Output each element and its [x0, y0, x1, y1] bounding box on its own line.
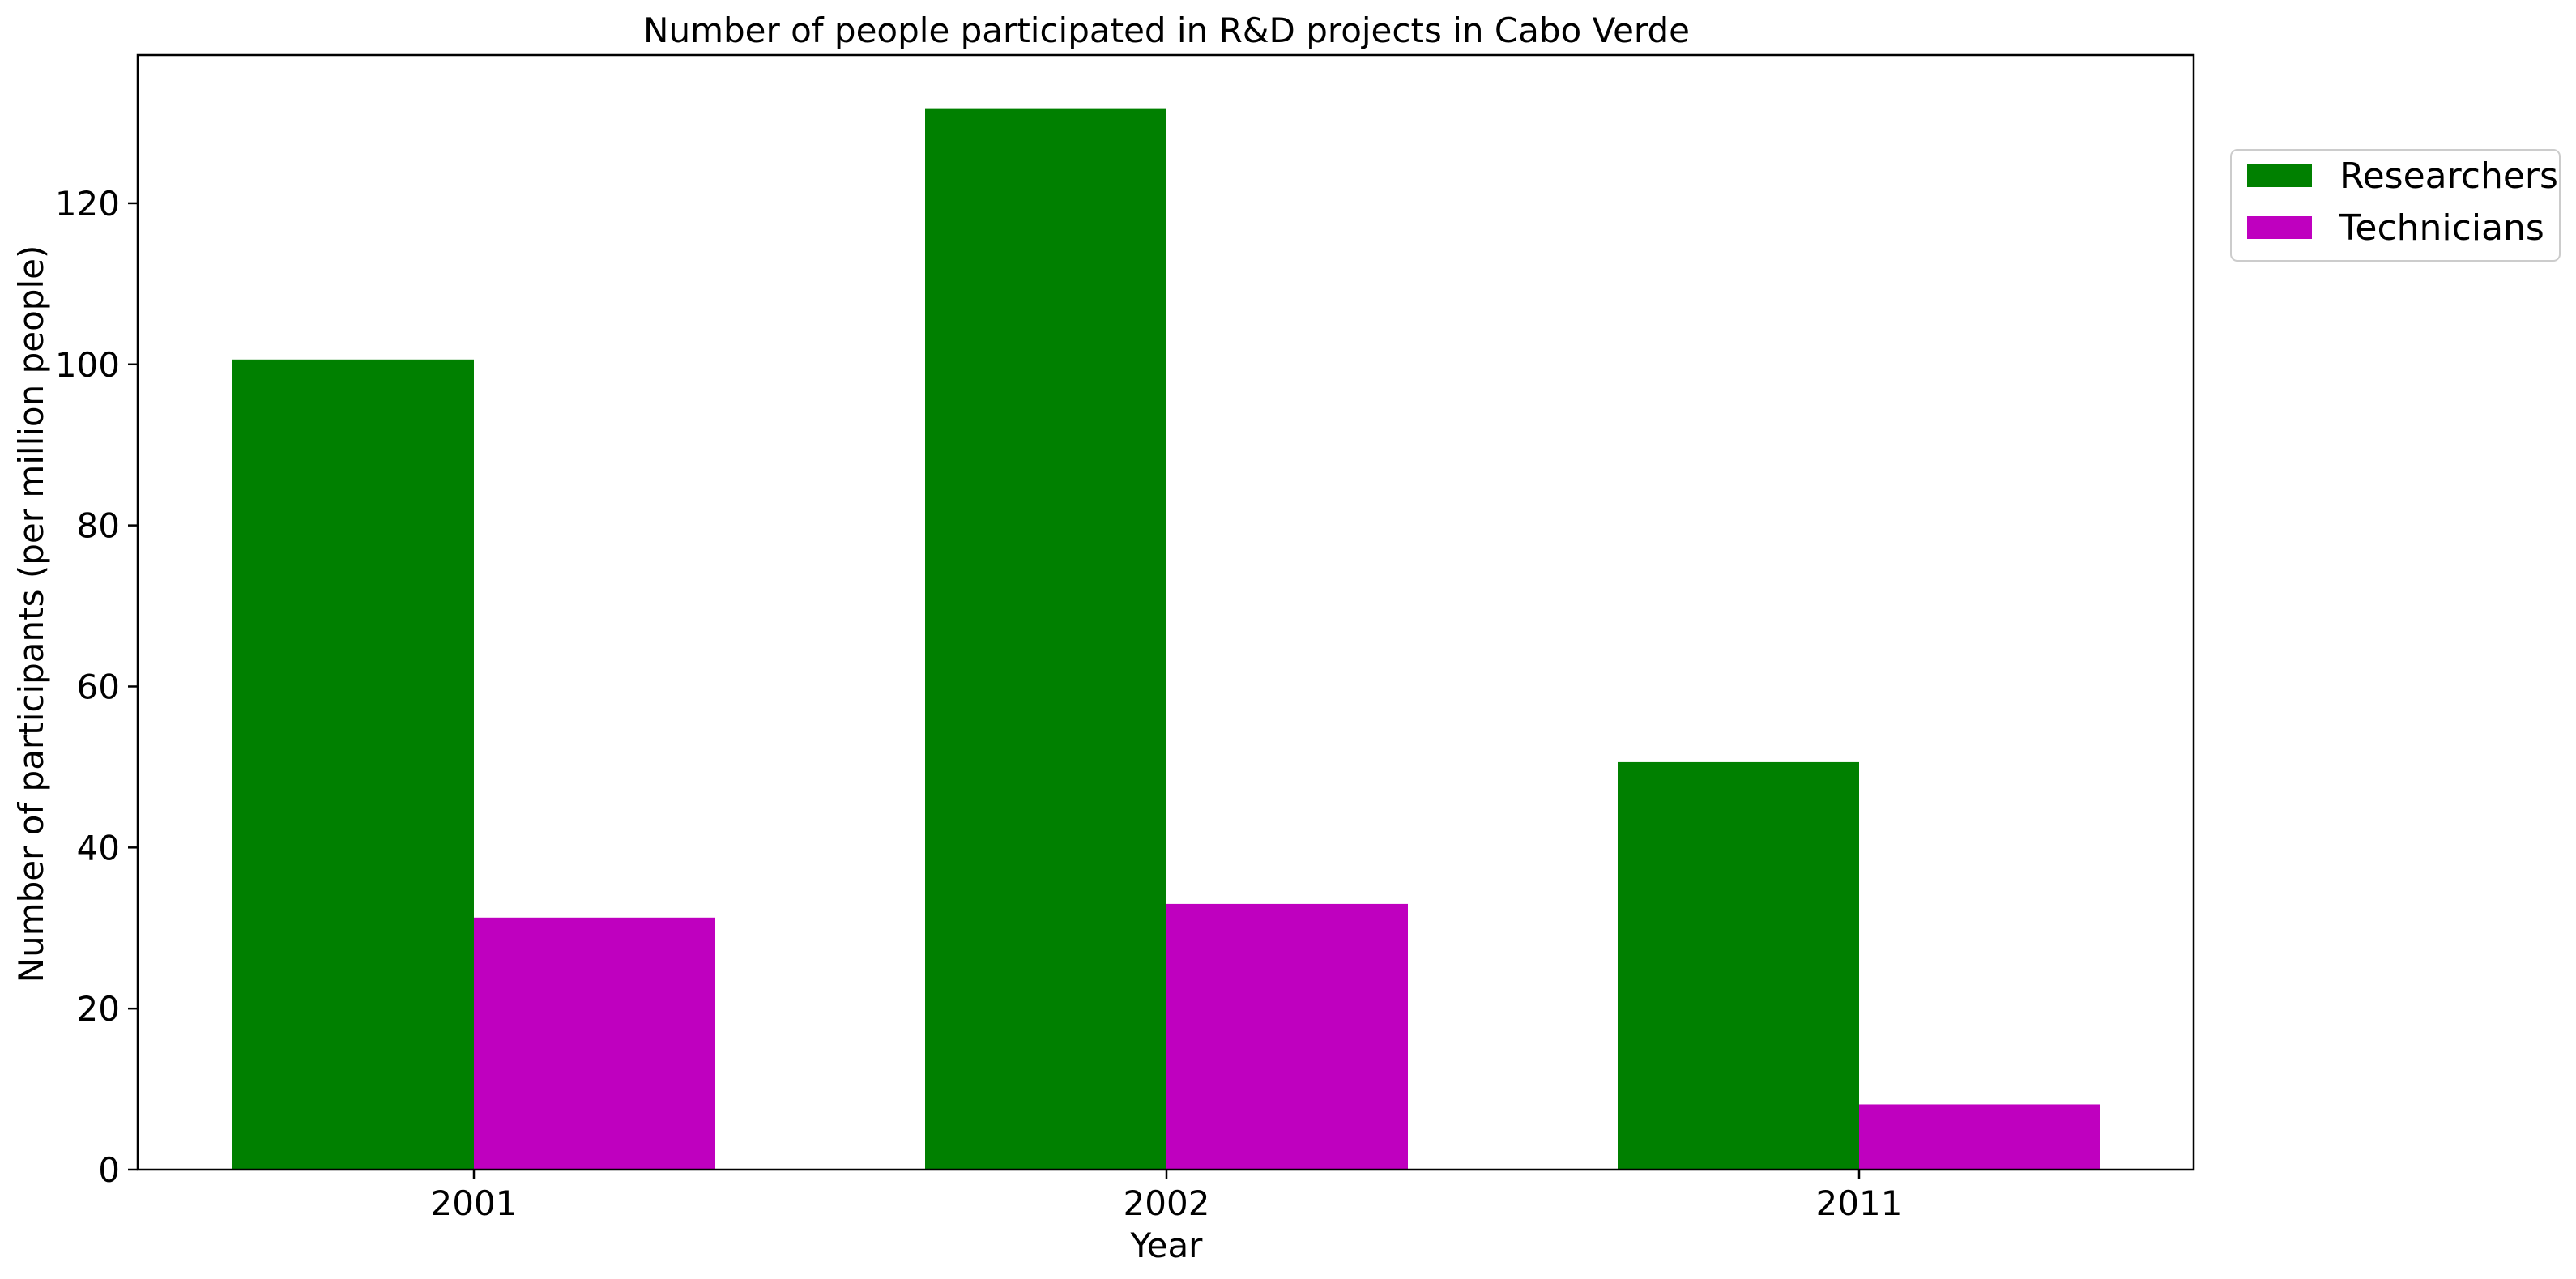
- legend-label-researchers: Researchers: [2339, 156, 2558, 197]
- legend-box: [2230, 149, 2561, 262]
- bar-researchers-2002: [925, 108, 1166, 1170]
- chart-title: Number of people participated in R&D pro…: [643, 11, 1690, 50]
- bar-technicians-2011: [1859, 1104, 2100, 1170]
- x-tick-label-2001: 2001: [431, 1183, 518, 1223]
- bar-researchers-2011: [1618, 761, 1859, 1170]
- x-tick-label-2002: 2002: [1124, 1183, 1210, 1223]
- x-axis: 2001 2002 2011: [431, 1170, 1903, 1223]
- legend-label-technicians: Technicians: [2339, 207, 2544, 249]
- y-axis-label: Number of participants (per million peop…: [11, 245, 51, 983]
- y-tick-label: 100: [55, 345, 120, 385]
- legend-swatch-technicians: [2247, 216, 2312, 239]
- y-axis: 0 20 40 60 80 100 120: [55, 184, 138, 1190]
- y-tick-label: 80: [77, 506, 120, 546]
- y-tick-label: 20: [77, 989, 120, 1029]
- x-axis-label: Year: [1130, 1226, 1204, 1265]
- bar-researchers-2001: [232, 359, 474, 1170]
- y-tick-label: 40: [77, 828, 120, 868]
- legend: Researchers Technicians: [2230, 149, 2561, 262]
- y-tick-label: 120: [55, 184, 120, 224]
- legend-swatch-researchers: [2247, 164, 2312, 187]
- y-tick-label: 60: [77, 667, 120, 706]
- bar-technicians-2001: [474, 917, 715, 1170]
- y-tick-label: 0: [98, 1150, 120, 1190]
- bar-technicians-2002: [1166, 903, 1408, 1170]
- x-tick-label-2011: 2011: [1816, 1183, 1903, 1223]
- bars-layer: [232, 108, 2100, 1170]
